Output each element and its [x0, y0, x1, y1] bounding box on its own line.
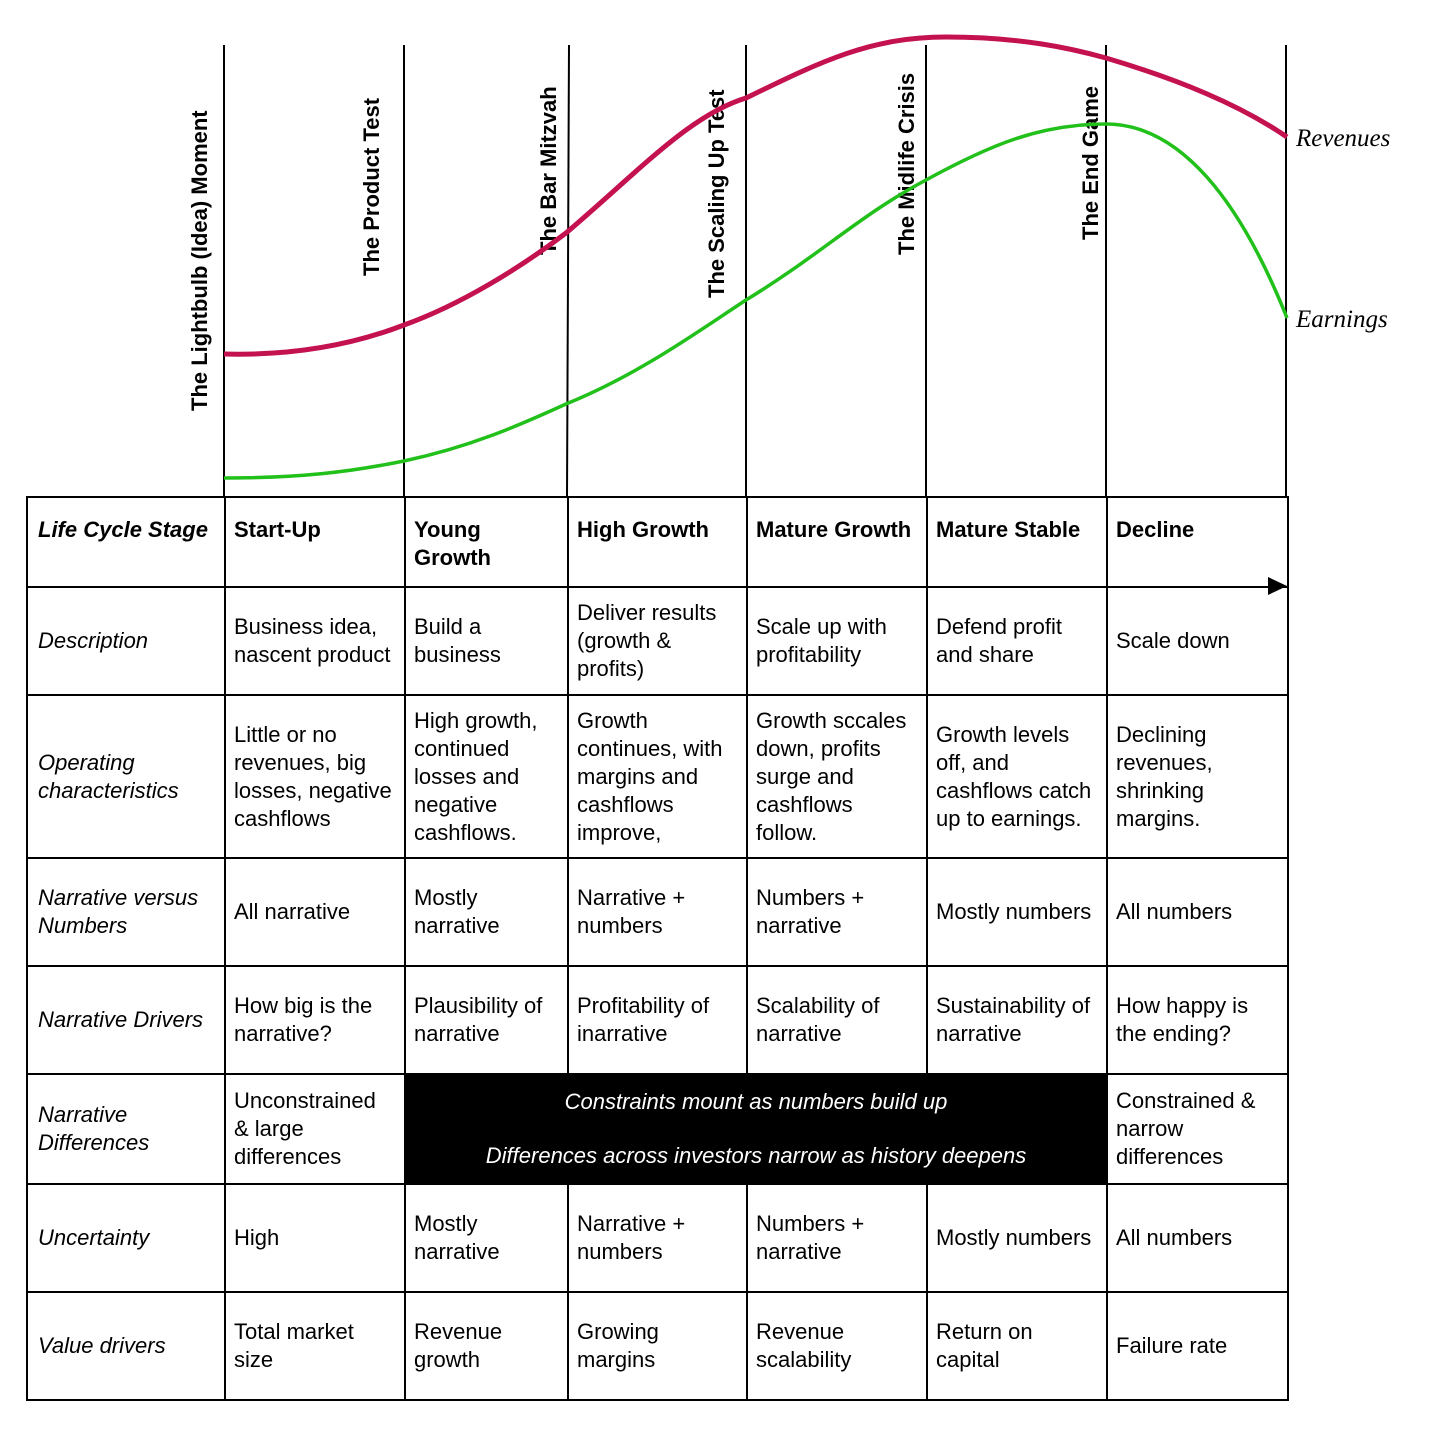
table-row: Narrative Differences Unconstrained & la…: [26, 1073, 1289, 1185]
table-cell: Mostly numbers: [926, 857, 1108, 967]
stage-cell: High Growth: [567, 496, 748, 588]
table-cell: Sustainability of narrative: [926, 965, 1108, 1075]
table-cell: Unconstrained & large differences: [224, 1073, 406, 1185]
table-cell: Scale up with profitability: [746, 586, 928, 696]
table-cell: Build a business: [404, 586, 569, 696]
table-cell: Plausibility of narrative: [404, 965, 569, 1075]
row-label: Life Cycle Stage: [26, 496, 226, 588]
table-cell: Narrative + numbers: [567, 1183, 748, 1293]
stage-cell: Mature Stable: [926, 496, 1108, 588]
milestone-label: The Scaling Up Test: [704, 89, 729, 298]
table-cell: Business idea, nascent product: [224, 586, 406, 696]
table-row: Narrative versus Numbers All narrative M…: [26, 857, 1289, 967]
table-row: Description Business idea, nascent produ…: [26, 586, 1289, 696]
table-cell: High growth, continued losses and negati…: [404, 694, 569, 859]
table-cell: Growth continues, with margins and cashf…: [567, 694, 748, 859]
divider-line: [566, 44, 570, 498]
stage-dividers: [223, 44, 1287, 498]
row-label: Operating characteristics: [26, 694, 226, 859]
milestone-label: The Midlife Crisis: [894, 73, 919, 255]
stage-row: Life Cycle Stage Start-Up Young Growth H…: [26, 496, 1289, 588]
table-cell: How big is the narrative?: [224, 965, 406, 1075]
table-cell: Constrained & narrow differences: [1106, 1073, 1289, 1185]
milestone-label: The End Game: [1078, 86, 1103, 240]
banner-line: Constraints mount as numbers build up: [564, 1089, 948, 1114]
milestone-label: The Product Test: [359, 97, 384, 276]
table-cell: Numbers + narrative: [746, 857, 928, 967]
table-cell: Total market size: [224, 1291, 406, 1401]
milestone-label: The Bar Mitzvah: [536, 86, 561, 255]
table-row: Uncertainty High Mostly narrative Narrat…: [26, 1183, 1289, 1293]
revenues-curve: [223, 34, 1289, 357]
table-cell: Deliver results (growth & profits): [567, 586, 748, 696]
row-label: Description: [26, 586, 226, 696]
stage-cell: Mature Growth: [746, 496, 928, 588]
row-label: Uncertainty: [26, 1183, 226, 1293]
table-cell: All numbers: [1106, 1183, 1289, 1293]
banner-line: Differences across investors narrow as h…: [485, 1143, 1027, 1168]
table-cell: Narrative + numbers: [567, 857, 748, 967]
earnings-curve: [223, 122, 1289, 480]
table-cell: Profitability of inarrative: [567, 965, 748, 1075]
table-cell: Return on capital: [926, 1291, 1108, 1401]
table-cell: How happy is the ending?: [1106, 965, 1289, 1075]
stage-cell: Young Growth: [404, 496, 569, 588]
table-cell: All narrative: [224, 857, 406, 967]
milestone-label: The Lightbulb (Idea) Moment: [187, 110, 212, 411]
table-cell: Revenue growth: [404, 1291, 569, 1401]
lifecycle-curve-chart: The Lightbulb (Idea) Moment The Product …: [187, 34, 1390, 498]
table-cell: High: [224, 1183, 406, 1293]
stage-cell: Start-Up: [224, 496, 406, 588]
table-cell: Scalability of narrative: [746, 965, 928, 1075]
table-cell: Mostly narrative: [404, 857, 569, 967]
table-cell: Failure rate: [1106, 1291, 1289, 1401]
table-cell: Revenue scalability: [746, 1291, 928, 1401]
row-label: Value drivers: [26, 1291, 226, 1401]
table-cell: Mostly numbers: [926, 1183, 1108, 1293]
row-label: Narrative Drivers: [26, 965, 226, 1075]
table-cell: Declining revenues, shrinking margins.: [1106, 694, 1289, 859]
table-cell: All numbers: [1106, 857, 1289, 967]
row-label: Narrative Differences: [26, 1073, 226, 1185]
revenues-label: Revenues: [1295, 125, 1390, 152]
table-cell: Defend profit and share: [926, 586, 1108, 696]
lifecycle-table: Life Cycle Stage Start-Up Young Growth H…: [26, 496, 1289, 1401]
milestone-labels: The Lightbulb (Idea) Moment The Product …: [187, 73, 1103, 411]
table-cell: Growth levels off, and cashflows catch u…: [926, 694, 1108, 859]
row-label: Narrative versus Numbers: [26, 857, 226, 967]
table-row: Operating characteristics Little or no r…: [26, 694, 1289, 859]
stage-cell: Decline: [1106, 496, 1289, 588]
table-row: Value drivers Total market size Revenue …: [26, 1291, 1289, 1401]
table-cell: Mostly narrative: [404, 1183, 569, 1293]
table-cell: Scale down: [1106, 586, 1289, 696]
table-cell: Growth sccales down, profits surge and c…: [746, 694, 928, 859]
constraints-banner: Constraints mount as numbers build up Di…: [404, 1073, 1108, 1185]
table-row: Narrative Drivers How big is the narrati…: [26, 965, 1289, 1075]
table-cell: Little or no revenues, big losses, negat…: [224, 694, 406, 859]
arrowhead-icon: [1268, 577, 1287, 595]
earnings-label: Earnings: [1295, 306, 1388, 333]
table-cell: Numbers + narrative: [746, 1183, 928, 1293]
table-cell: Growing margins: [567, 1291, 748, 1401]
